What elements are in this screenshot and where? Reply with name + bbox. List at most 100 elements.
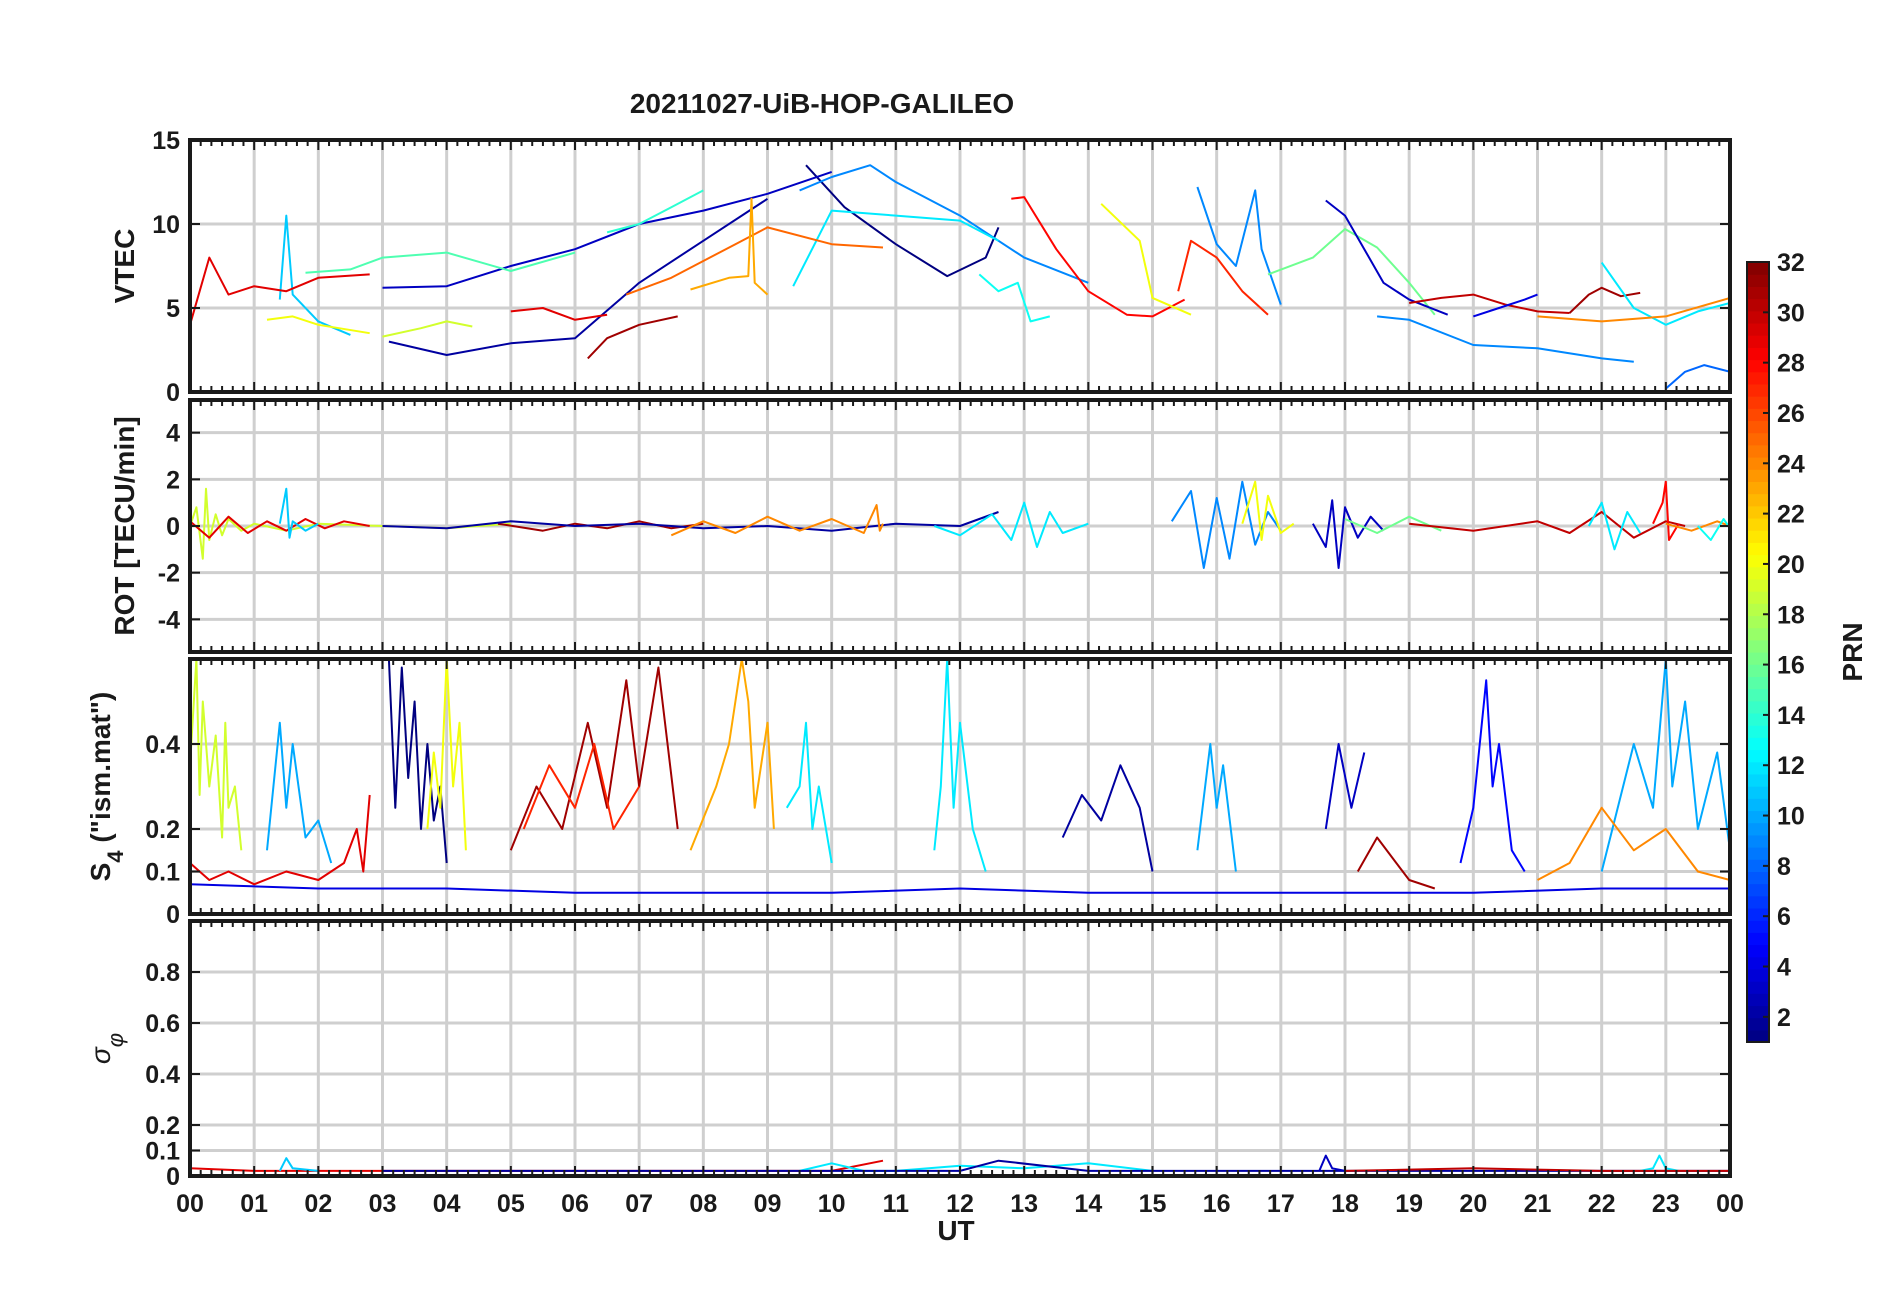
series-s4-prn-3: [1324, 743, 1366, 830]
colorbar-swatch: [1747, 530, 1769, 543]
series-vtec-prn-28: [1011, 196, 1186, 318]
colorbar-swatch: [1747, 639, 1769, 653]
colorbar-swatch: [1747, 810, 1769, 824]
panel-s4: 0 0.1 0.2 0.4 S4 ("ism.mat"): [85, 657, 1732, 929]
y-tick-label-rot: -4: [158, 606, 180, 634]
series-s4-prn-10: [266, 721, 333, 864]
colorbar-frame: [1746, 261, 1770, 1043]
x-tick-label: 17: [1267, 1190, 1295, 1218]
series-vtec-prn-31: [587, 315, 678, 360]
y-tick-label-rot: 0: [166, 513, 180, 541]
colorbar-tick-label: 22: [1777, 501, 1805, 529]
series-vtec-prn-4: [1472, 293, 1538, 318]
colorbar-swatch: [1747, 847, 1769, 860]
series-s4-prn-12: [933, 659, 987, 872]
colorbar-swatch: [1747, 956, 1769, 970]
colorbar-swatch: [1747, 371, 1769, 385]
colorbar-swatch: [1747, 652, 1769, 665]
colorbar-swatch: [1747, 444, 1769, 458]
colorbar-swatch: [1747, 749, 1769, 763]
x-tick-label: 11: [883, 1190, 910, 1218]
series-vtec-prn-23: [690, 197, 769, 296]
y-axis-label-sigma_phi: σφ: [85, 1033, 128, 1064]
colorbar-tick-label: 12: [1777, 752, 1805, 780]
series-vtec-prn-15: [305, 251, 576, 274]
y-tick-label-s4: 0.2: [145, 816, 180, 844]
x-tick-label: 14: [1074, 1190, 1102, 1218]
series-rot-prn-16: [1344, 515, 1442, 534]
colorbar-tick-label: 28: [1777, 350, 1805, 378]
colorbar-swatch: [1747, 871, 1769, 885]
series-rot-prn-11: [278, 487, 319, 539]
series-s4-prn-10: [1196, 743, 1237, 872]
colorbar-swatch: [1747, 1005, 1769, 1019]
x-tick-label: 05: [497, 1190, 525, 1218]
colorbar-tick-label: 2: [1777, 1004, 1791, 1032]
series-vtec-prn-27: [1177, 239, 1269, 316]
colorbar-swatch: [1747, 591, 1769, 604]
series-vtec-prn-14: [606, 189, 704, 234]
x-tick-label: 00: [176, 1190, 204, 1218]
colorbar-swatch: [1747, 1029, 1769, 1043]
x-tick-label: 22: [1588, 1190, 1616, 1218]
series-s4-prn-24: [1537, 806, 1730, 881]
colorbar-swatch: [1747, 883, 1769, 897]
x-tick-label: 16: [1203, 1190, 1231, 1218]
colorbar-swatch: [1747, 298, 1769, 312]
series-rot-prn-20: [1241, 480, 1295, 541]
series-rot-prn-12: [1587, 501, 1642, 551]
colorbar-swatch: [1747, 1017, 1769, 1031]
colorbar-swatch: [1747, 981, 1769, 994]
colorbar-swatch: [1747, 554, 1769, 568]
series-vtec-prn-12: [792, 209, 999, 287]
x-tick-label: 13: [1010, 1190, 1038, 1218]
series-sigma_phi-prn-12: [1640, 1154, 1679, 1172]
colorbar-swatch: [1747, 566, 1769, 580]
colorbar-swatch: [1747, 347, 1769, 361]
colorbar-swatch: [1747, 859, 1769, 872]
y-tick-label-sigma_phi: 0.8: [145, 959, 180, 987]
series-s4-prn-12: [785, 721, 833, 864]
colorbar-tick-label: 24: [1777, 450, 1805, 478]
colorbar-tick-label: 4: [1777, 954, 1791, 982]
x-tick-label: 09: [754, 1190, 782, 1218]
series-rot-prn-3: [1312, 499, 1385, 569]
y-tick-label-s4: 0.1: [145, 859, 180, 887]
series-vtec-prn-30: [1409, 293, 1570, 314]
colorbar-swatch: [1747, 920, 1769, 933]
colorbar-tick-label: 30: [1777, 299, 1805, 327]
colorbar-swatch: [1747, 359, 1769, 373]
colorbar-tick-label: 32: [1777, 249, 1805, 277]
colorbar-swatch: [1747, 993, 1769, 1007]
y-axis-label-s4: S4 ("ism.mat"): [85, 692, 128, 882]
colorbar-swatch: [1747, 469, 1769, 482]
series-group-vtec: [190, 164, 1730, 390]
series-rot-prn-2: [382, 511, 999, 532]
colorbar-swatch: [1747, 725, 1769, 738]
x-tick-label: 00: [1716, 1190, 1744, 1218]
y-tick-label-sigma_phi: 0.2: [145, 1112, 180, 1140]
colorbar-tick-label: 18: [1777, 601, 1805, 629]
series-s4-prn-31: [1356, 836, 1436, 890]
series-sigma_phi-prn-12: [799, 1162, 1153, 1172]
colorbar-swatch: [1747, 578, 1769, 592]
series-vtec-prn-13: [978, 273, 1051, 323]
series-sigma_phi-prn-11: [278, 1157, 319, 1172]
y-tick-label-rot: 4: [166, 420, 180, 448]
y-tick-label-sigma_phi: 0.1: [145, 1138, 180, 1166]
series-sigma_phi-prn-3: [1318, 1154, 1346, 1172]
series-rot-prn-12: [933, 501, 1089, 548]
y-tick-label-sigma_phi: 0.4: [145, 1061, 180, 1089]
y-tick-label-vtec: 15: [152, 127, 180, 155]
colorbar-swatch: [1747, 517, 1769, 531]
series-rot-prn-29: [190, 515, 370, 539]
colorbar-swatch: [1747, 262, 1769, 275]
colorbar-swatch: [1747, 798, 1769, 812]
colorbar-swatch: [1747, 542, 1769, 556]
series-vtec-prn-16: [1267, 228, 1436, 316]
series-rot-prn-31: [497, 520, 704, 532]
series-s4-prn-2: [1061, 764, 1154, 872]
series-s4-prn-31: [509, 666, 679, 851]
colorbar-swatch: [1747, 834, 1769, 848]
